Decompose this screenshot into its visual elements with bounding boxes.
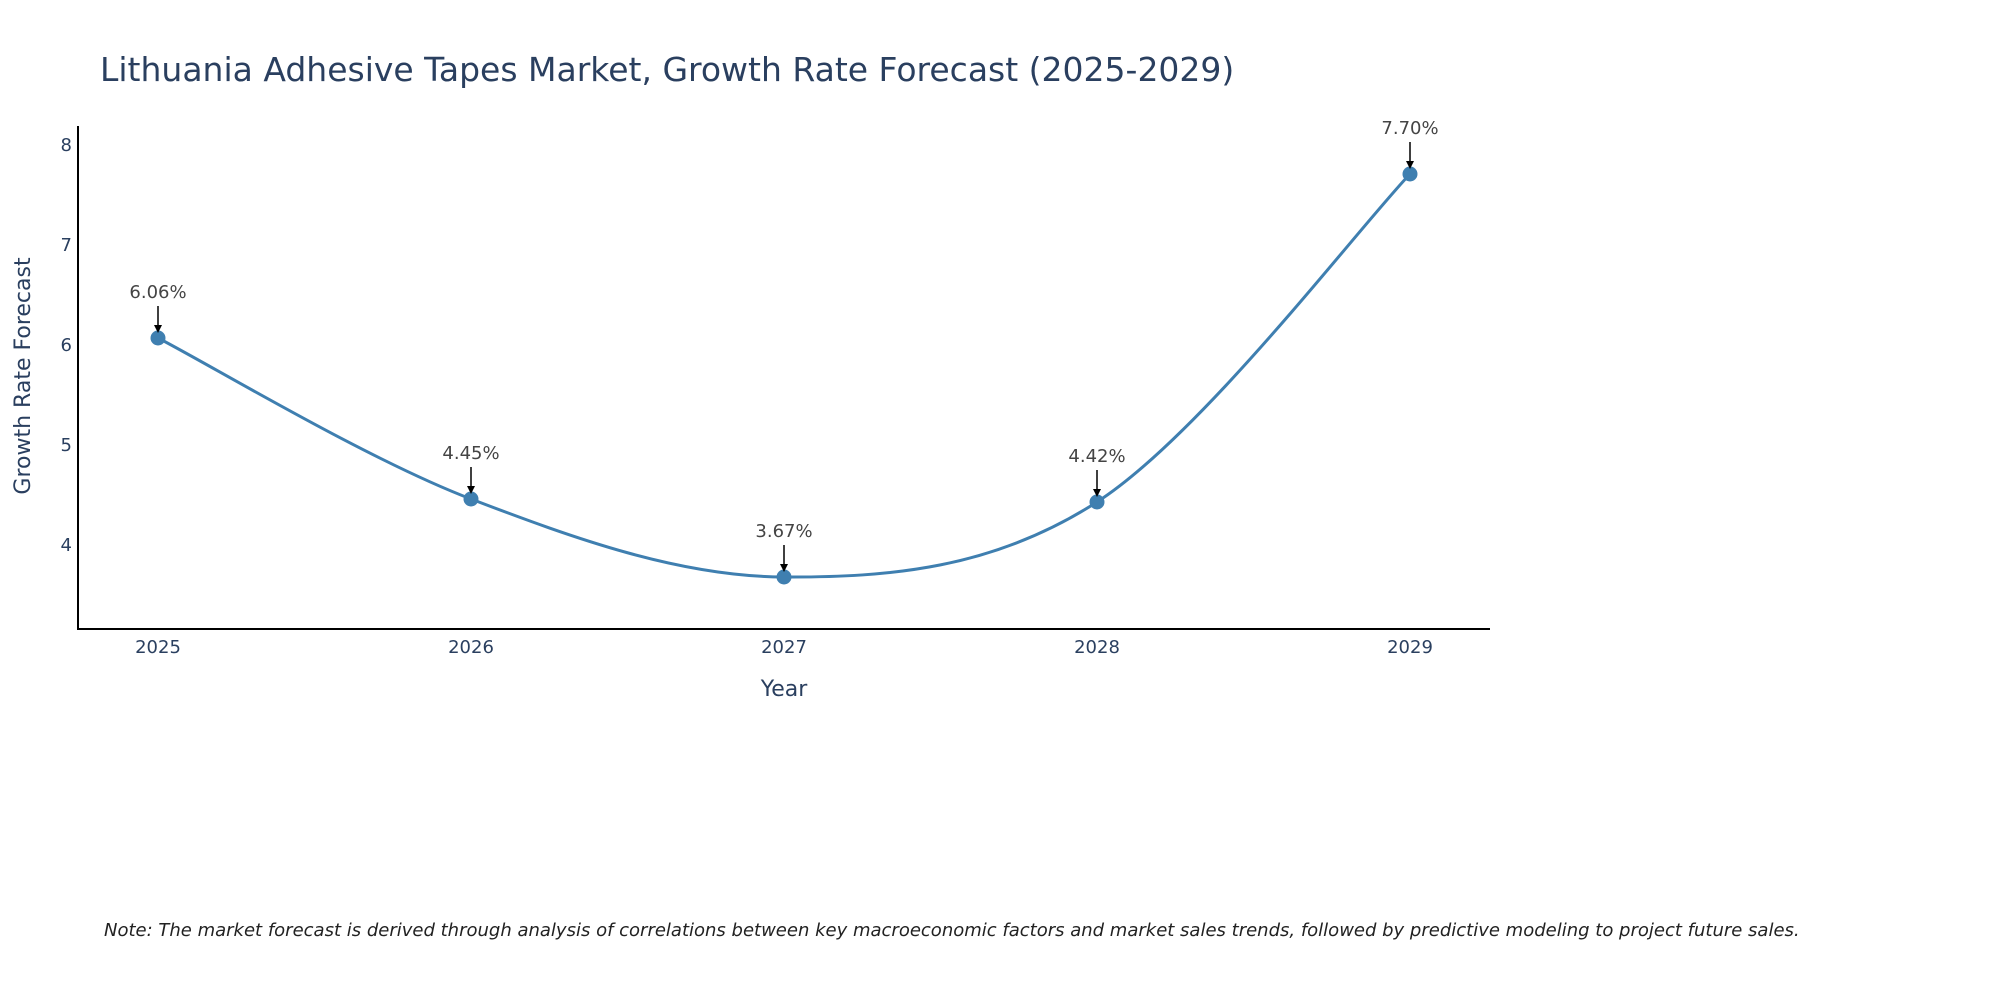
data-label: 7.70%	[1381, 118, 1438, 139]
data-points	[150, 166, 1418, 585]
data-label: 3.67%	[755, 521, 812, 542]
data-point	[1089, 494, 1105, 510]
x-tick-label: 2028	[1074, 637, 1120, 658]
y-tick-labels: 4 5 6 7 8	[61, 135, 72, 556]
y-tick-label: 4	[61, 535, 72, 556]
data-labels: 6.06% 4.45% 3.67% 4.42% 7.70%	[129, 118, 1439, 572]
x-tick-label: 2026	[448, 637, 494, 658]
data-point	[1402, 166, 1418, 182]
x-tick-label: 2027	[761, 637, 807, 658]
y-axis-label: Growth Rate Forecast	[11, 257, 36, 495]
data-point	[463, 491, 479, 507]
footnote: Note: The market forecast is derived thr…	[104, 920, 1800, 941]
y-tick-label: 5	[61, 435, 72, 456]
axes	[77, 126, 1490, 630]
data-point	[150, 330, 166, 346]
data-point	[776, 569, 792, 585]
data-label: 4.42%	[1068, 446, 1125, 467]
x-tick-label: 2025	[135, 637, 181, 658]
series-line	[157, 172, 1412, 579]
y-tick-label: 8	[61, 135, 72, 156]
x-axis-label: Year	[760, 677, 809, 702]
y-tick-label: 7	[61, 235, 72, 256]
y-tick-label: 6	[61, 335, 72, 356]
data-label: 6.06%	[129, 282, 186, 303]
x-tick-labels: 2025 2026 2027 2028 2029	[135, 637, 1433, 658]
x-tick-label: 2029	[1387, 637, 1433, 658]
chart-title: Lithuania Adhesive Tapes Market, Growth …	[100, 50, 1235, 89]
data-label: 4.45%	[442, 443, 499, 464]
